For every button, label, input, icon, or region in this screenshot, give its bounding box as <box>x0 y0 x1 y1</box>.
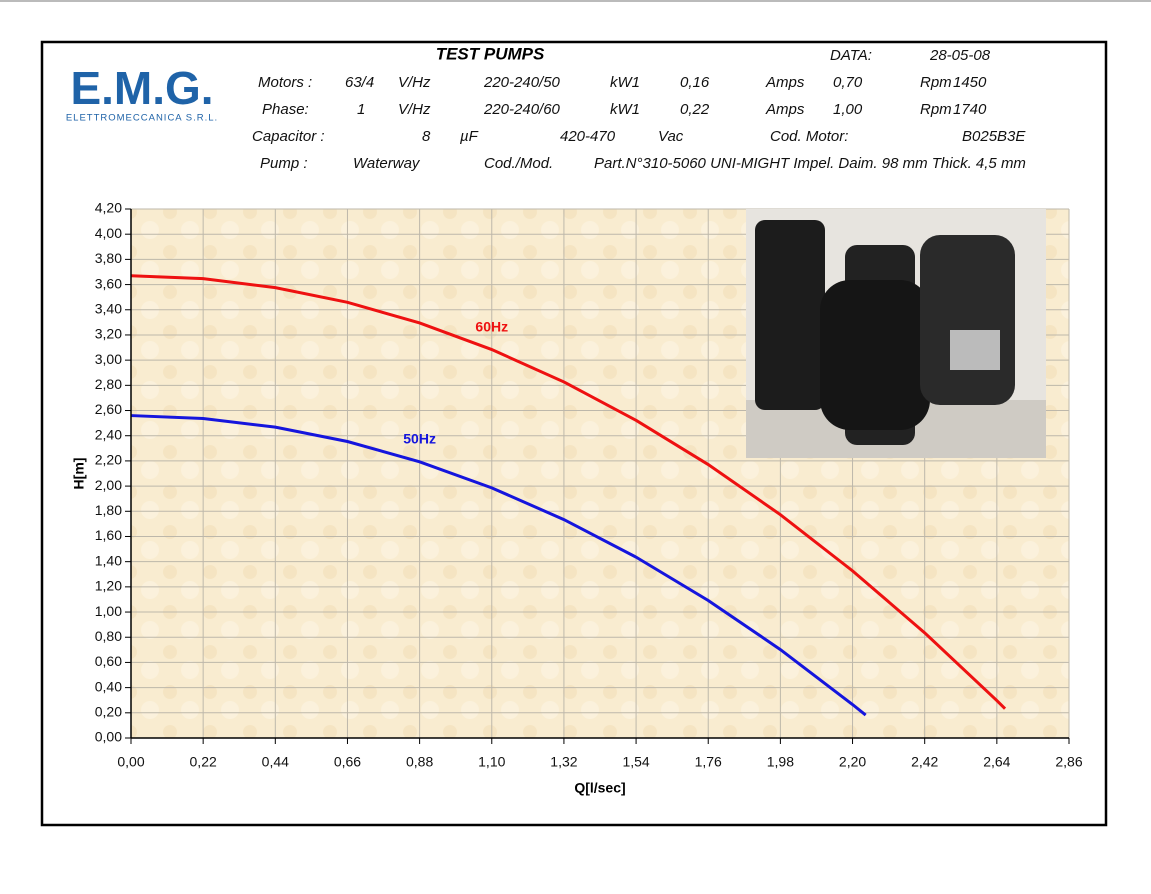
y-axis-label: H[m] <box>71 458 87 490</box>
x-tick-label: 2,64 <box>983 754 1010 770</box>
y-tick-label: 2,00 <box>95 477 122 493</box>
x-tick-label: 2,86 <box>1055 754 1082 770</box>
header-field: Motors : <box>258 74 312 91</box>
header-field: 0,70 <box>833 74 863 91</box>
y-tick-label: 1,00 <box>95 603 122 619</box>
y-tick-label: 1,60 <box>95 527 122 543</box>
header-field: 420-470 <box>560 128 616 145</box>
header-field: B025B3E <box>962 128 1026 145</box>
header-field: µF <box>460 128 479 145</box>
header-field: 8 <box>422 128 431 145</box>
x-tick-label: 0,44 <box>262 754 289 770</box>
date-label: DATA: <box>830 47 872 64</box>
photo-part <box>820 280 930 430</box>
y-tick-label: 3,20 <box>95 326 122 342</box>
header-field: Waterway <box>353 155 421 172</box>
x-tick-label: 2,20 <box>839 754 866 770</box>
y-tick-label: 1,80 <box>95 502 122 518</box>
header-field: Vac <box>658 128 684 145</box>
series: 60Hz 50Hz <box>130 274 1007 717</box>
x-tick-label: 1,54 <box>622 754 649 770</box>
y-tick-label: 3,80 <box>95 250 122 266</box>
pump-photo <box>746 209 1046 458</box>
x-tick-label: 1,10 <box>478 754 505 770</box>
x-tick-label: 1,32 <box>550 754 577 770</box>
y-tick-label: 3,00 <box>95 351 122 367</box>
y-tick-label: 0,60 <box>95 653 122 669</box>
series-line <box>130 274 1007 710</box>
header-fields: Motors : 63/4 V/Hz 220-240/50 kW1 0,16 Amps 0,7… <box>252 74 1026 172</box>
header-field: Amps <box>765 101 805 118</box>
header-field: kW1 <box>610 101 640 118</box>
header-field: Phase: <box>262 101 309 118</box>
x-tick-label: 1,98 <box>767 754 794 770</box>
x-tick-label: 0,88 <box>406 754 433 770</box>
header-field: 63/4 <box>345 74 374 91</box>
y-tick-label: 0,00 <box>95 729 122 745</box>
header-field: 220-240/50 <box>483 74 561 91</box>
photo-part <box>755 220 825 410</box>
y-tick-label: 0,40 <box>95 678 122 694</box>
header-field: Amps <box>765 74 805 91</box>
header-field: Cod./Mod. <box>484 155 553 172</box>
y-tick-label: 3,60 <box>95 275 122 291</box>
y-tick-label: 2,20 <box>95 452 122 468</box>
doc-title: TEST PUMPS <box>436 44 545 63</box>
logo: E.M.G. <box>70 62 213 114</box>
header-field: kW1 <box>610 74 640 91</box>
y-tick-label: 4,20 <box>95 200 122 216</box>
x-tick-label: 2,42 <box>911 754 938 770</box>
photo-label <box>950 330 1000 370</box>
header-field: 1 <box>357 101 365 118</box>
series-label: 50Hz <box>403 430 436 446</box>
header-field: 1450 <box>953 74 987 91</box>
header-field: V/Hz <box>398 74 431 91</box>
y-tick-label: 1,40 <box>95 552 122 568</box>
header-field: Rpm <box>920 74 952 91</box>
x-axis-label: Q[l/sec] <box>574 780 625 796</box>
x-tick-label: 1,76 <box>695 754 722 770</box>
logo-subtitle: ELETTROMECCANICA S.R.L. <box>66 113 218 124</box>
photo-part <box>920 235 1015 405</box>
header-field: 1,00 <box>833 101 863 118</box>
y-tick-label: 4,00 <box>95 225 122 241</box>
series-label: 60Hz <box>475 318 508 334</box>
y-tick-label: 3,40 <box>95 300 122 316</box>
x-tick-label: 0,66 <box>334 754 361 770</box>
y-tick-label: 2,80 <box>95 376 122 392</box>
header-field: Part.N°310-5060 UNI-MIGHT Impel. Daim. 9… <box>594 155 1026 172</box>
header-field: 0,22 <box>680 101 710 118</box>
header-field: Cod. Motor: <box>770 128 848 145</box>
header-field: V/Hz <box>398 101 431 118</box>
y-tick-label: 2,40 <box>95 426 122 442</box>
series-line <box>130 414 867 717</box>
header-field: 220-240/60 <box>483 101 561 118</box>
header-field: Pump : <box>260 155 308 172</box>
y-tick-label: 0,20 <box>95 704 122 720</box>
date: 28-05-08 <box>929 47 991 64</box>
x-tick-label: 0,22 <box>190 754 217 770</box>
axes: 0,00 0,20 0,40 0,60 0,80 1,00 1,20 1,40 1,60 1,80… <box>71 200 1083 796</box>
header-field: 0,16 <box>680 74 710 91</box>
header-field: Rpm <box>920 101 952 118</box>
y-tick-label: 2,60 <box>95 401 122 417</box>
y-tick-label: 1,20 <box>95 578 122 594</box>
header-field: Capacitor : <box>252 128 325 145</box>
header-field: 1740 <box>953 101 987 118</box>
y-tick-label: 0,80 <box>95 628 122 644</box>
x-tick-label: 0,00 <box>117 754 144 770</box>
